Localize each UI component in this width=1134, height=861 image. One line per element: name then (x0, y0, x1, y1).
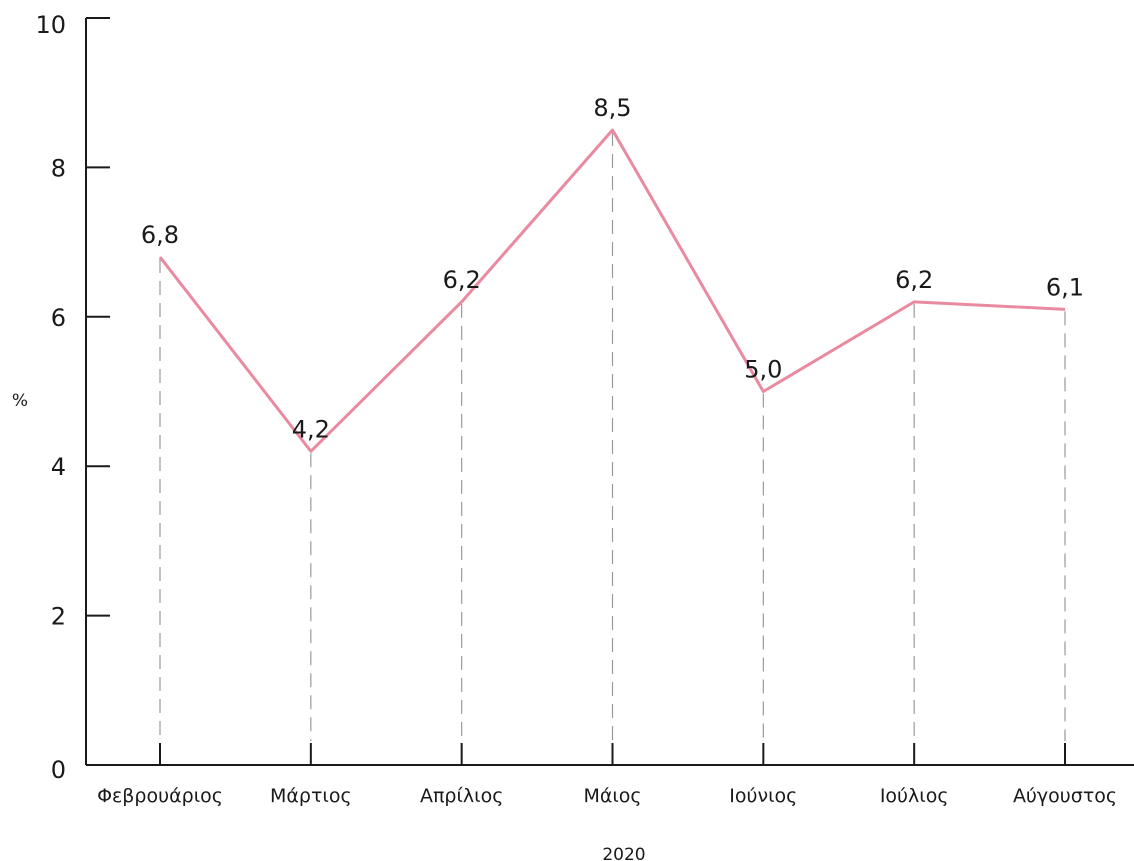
y-tick-label: 10 (35, 11, 66, 39)
x-tick-label: Ιούνιος (729, 785, 797, 807)
data-label: 6,2 (895, 266, 933, 294)
x-tick-label: Απρίλιος (420, 785, 503, 807)
data-label: 8,5 (593, 94, 631, 122)
x-tick-label: Μάρτιος (270, 785, 352, 807)
y-tick-label: 6 (51, 304, 66, 332)
y-axis-title: % (12, 391, 28, 411)
y-ticks: 0 2 4 6 8 10 (35, 11, 110, 784)
y-tick-label: 4 (51, 453, 66, 481)
y-tick-label: 2 (51, 603, 66, 631)
x-tick-label: Ιούλιος (880, 785, 949, 807)
x-tick-label: Μάιος (583, 785, 641, 807)
y-tick-label: 8 (51, 154, 66, 182)
data-label: 4,2 (292, 415, 330, 443)
y-tick-label: 0 (51, 756, 66, 784)
data-label: 6,1 (1046, 273, 1084, 301)
data-label: 5,0 (744, 356, 782, 384)
series-line (158, 128, 1066, 453)
x-tick-label: Αύγουστος (1013, 785, 1117, 807)
x-tick-label: Φεβρουάριος (97, 785, 223, 807)
x-ticks: Φεβρουάριος Μάρτιος Απρίλιος Μάιος Ιούνιος Ιο… (97, 743, 1117, 807)
data-label: 6,8 (141, 221, 179, 249)
data-label: 6,2 (443, 266, 481, 294)
data-labels: 6,8 4,2 6,2 8,5 5,0 6,2 6,1 (141, 94, 1084, 443)
vertical-guides (159, 132, 1066, 741)
x-axis-title: 2020 (602, 845, 645, 861)
